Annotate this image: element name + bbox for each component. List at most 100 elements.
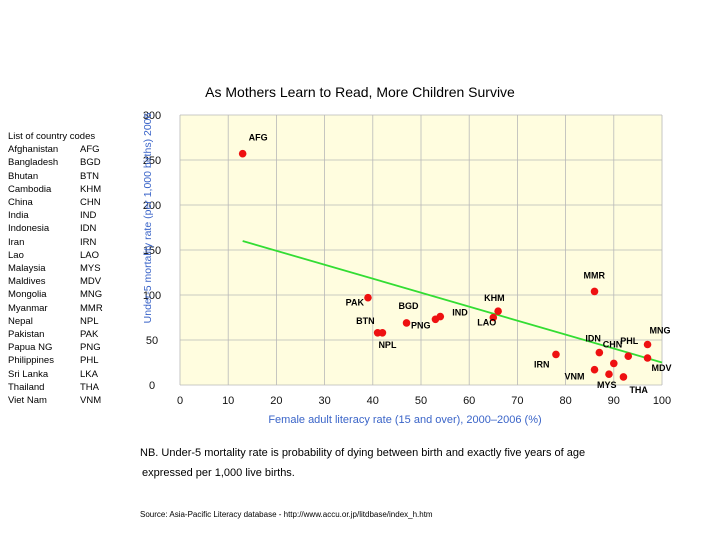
- country-code-row: China CHN: [8, 196, 103, 209]
- country-code: VNM: [80, 395, 102, 407]
- country-name: Bangladesh: [8, 157, 59, 169]
- country-name: Bhutan: [8, 170, 39, 182]
- country-code: IDN: [80, 223, 97, 235]
- country-code-row: Mongolia MNG: [8, 288, 103, 301]
- country-code-row: Afghanistan AFG: [8, 143, 103, 156]
- data-label-btn: BTN: [356, 316, 375, 326]
- y-tick-label: 250: [143, 155, 161, 167]
- country-code: BTN: [80, 170, 99, 182]
- country-name: Philippines: [8, 355, 54, 367]
- y-tick-label: 200: [143, 200, 161, 212]
- x-tick-label: 60: [463, 395, 475, 407]
- data-point-mmr: [590, 287, 599, 296]
- data-label-afg: AFG: [249, 133, 268, 143]
- data-point-khm: [494, 307, 502, 316]
- country-code-row: Myanmar MMR: [8, 302, 103, 315]
- data-point-phl: [624, 352, 633, 361]
- x-tick-label: 10: [222, 395, 234, 407]
- country-code-row: Nepal NPL: [8, 315, 103, 328]
- country-name: Viet Nam: [8, 395, 47, 407]
- source-citation: Source: Asia-Pacific Literacy database -…: [140, 510, 433, 519]
- country-code-row: Iran IRN: [8, 236, 103, 249]
- y-tick-label: 300: [143, 110, 161, 122]
- country-code: KHM: [80, 183, 102, 195]
- country-code: PNG: [80, 342, 101, 354]
- country-code-row: Lao LAO: [8, 249, 103, 262]
- x-tick-label: 80: [559, 395, 571, 407]
- data-point-npl: [378, 329, 387, 337]
- country-name: Malaysia: [8, 263, 46, 275]
- data-point-mng: [643, 340, 652, 349]
- country-name: Iran: [8, 236, 25, 248]
- data-point-pak: [364, 293, 372, 302]
- country-code-row: Bangladesh BGD: [8, 156, 103, 169]
- country-name: Cambodia: [8, 183, 52, 195]
- y-tick-label: 150: [143, 245, 161, 257]
- data-label-vnm: VNM: [565, 372, 585, 382]
- data-label-mng: MNG: [650, 326, 671, 336]
- y-axis-label: Under-5 mortality rate (per 1,000 births…: [142, 113, 154, 324]
- x-tick-label: 0: [177, 395, 183, 407]
- country-code: NPL: [80, 315, 99, 327]
- data-label-mmr: MMR: [584, 270, 606, 280]
- country-code-list: List of country codes Afghanistan AFG Bang…: [8, 130, 103, 407]
- data-label-phl: PHL: [620, 336, 639, 346]
- country-code: MMR: [80, 302, 103, 314]
- trend-line: [242, 240, 663, 364]
- footnote-line-1: NB. Under-5 mortality rate is probabilit…: [140, 447, 586, 459]
- data-points: [238, 149, 652, 381]
- data-point-idn: [595, 348, 604, 357]
- x-tick-label: 30: [318, 395, 330, 407]
- data-point-irn: [552, 350, 560, 359]
- country-name: Pakistan: [8, 329, 45, 341]
- country-name: Sri Lanka: [8, 368, 49, 380]
- country-code-row: Thailand THA: [8, 381, 103, 394]
- country-code-row: Pakistan PAK: [8, 328, 103, 341]
- data-label-bgd: BGD: [399, 301, 420, 311]
- country-code-row: Papua NG PNG: [8, 341, 103, 354]
- country-code-row: Malaysia MYS: [8, 262, 103, 275]
- country-code-row: Bhutan BTN: [8, 170, 103, 183]
- country-code-row: India IND: [8, 209, 103, 222]
- data-label-mdv: MDV: [652, 363, 672, 373]
- y-tick-label: 100: [143, 290, 161, 302]
- grid-lines: [179, 114, 663, 386]
- data-point-afg: [238, 149, 247, 158]
- x-tick-label: 40: [367, 395, 379, 407]
- scatter-chart: 0 10 20 30 40 50 60 70 80 90 100 0 50 100 150 200 250 300…: [142, 110, 672, 426]
- country-name: Mongolia: [8, 289, 47, 301]
- country-code: MNG: [80, 289, 103, 301]
- country-code: LAO: [80, 249, 100, 261]
- x-tick-label: 70: [511, 395, 523, 407]
- data-label-mys: MYS: [597, 380, 617, 390]
- country-code: THA: [80, 381, 99, 393]
- country-code: PAK: [80, 329, 99, 341]
- chart-title: As Mothers Learn to Read, More Children …: [205, 84, 515, 100]
- data-point-lao: [489, 313, 498, 322]
- country-name: Nepal: [8, 315, 33, 327]
- data-label-irn: IRN: [534, 359, 550, 369]
- data-point-vnm: [590, 365, 599, 374]
- country-code: PHL: [80, 355, 99, 367]
- tick-labels: 0 10 20 30 40 50 60 70 80 90 100 0 50 100 150 200 250 300: [143, 110, 671, 407]
- data-point-tha: [619, 373, 628, 381]
- data-point-mys: [605, 370, 613, 379]
- country-name: India: [8, 210, 29, 222]
- footnote: NB. Under-5 mortality rate is probabilit…: [140, 443, 700, 483]
- country-code: MDV: [80, 276, 102, 288]
- country-code-row: Viet Nam VNM: [8, 394, 103, 407]
- data-label-ind: IND: [452, 308, 468, 318]
- country-name: Indonesia: [8, 223, 50, 235]
- country-code: MYS: [80, 263, 101, 275]
- data-label-pak: PAK: [346, 298, 365, 308]
- data-point-bgd: [402, 319, 411, 327]
- country-code-list-heading: List of country codes: [8, 131, 96, 142]
- x-tick-label: 50: [415, 395, 427, 407]
- country-code: CHN: [80, 197, 101, 209]
- x-tick-label: 100: [653, 395, 671, 407]
- x-tick-label: 90: [608, 395, 620, 407]
- country-name: Thailand: [8, 381, 45, 393]
- country-name: Maldives: [8, 276, 46, 288]
- country-name: Papua NG: [8, 342, 53, 354]
- data-point-ind: [436, 312, 445, 321]
